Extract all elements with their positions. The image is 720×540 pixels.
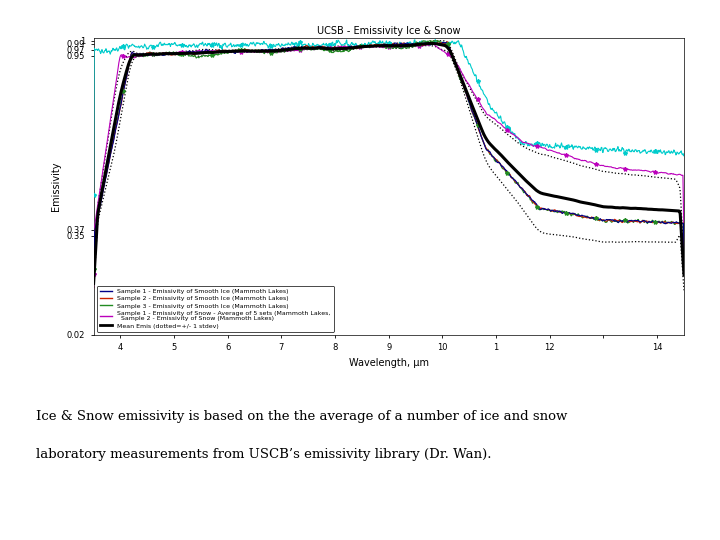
Text: Ice & Snow emissivity is based on the the average of a number of ice and snow: Ice & Snow emissivity is based on the th… (36, 410, 567, 423)
Title: UCSB - Emissivity Ice & Snow: UCSB - Emissivity Ice & Snow (317, 25, 461, 36)
Text: laboratory measurements from USCB’s emissivity library (Dr. Wan).: laboratory measurements from USCB’s emis… (36, 448, 492, 461)
Y-axis label: Emissivity: Emissivity (51, 161, 61, 211)
Legend: Sample 1 - Emissivity of Smooth Ice (Mammoth Lakes), Sample 2 - Emissivity of Sm: Sample 1 - Emissivity of Smooth Ice (Mam… (96, 286, 334, 332)
X-axis label: Wavelength, μm: Wavelength, μm (348, 357, 429, 368)
